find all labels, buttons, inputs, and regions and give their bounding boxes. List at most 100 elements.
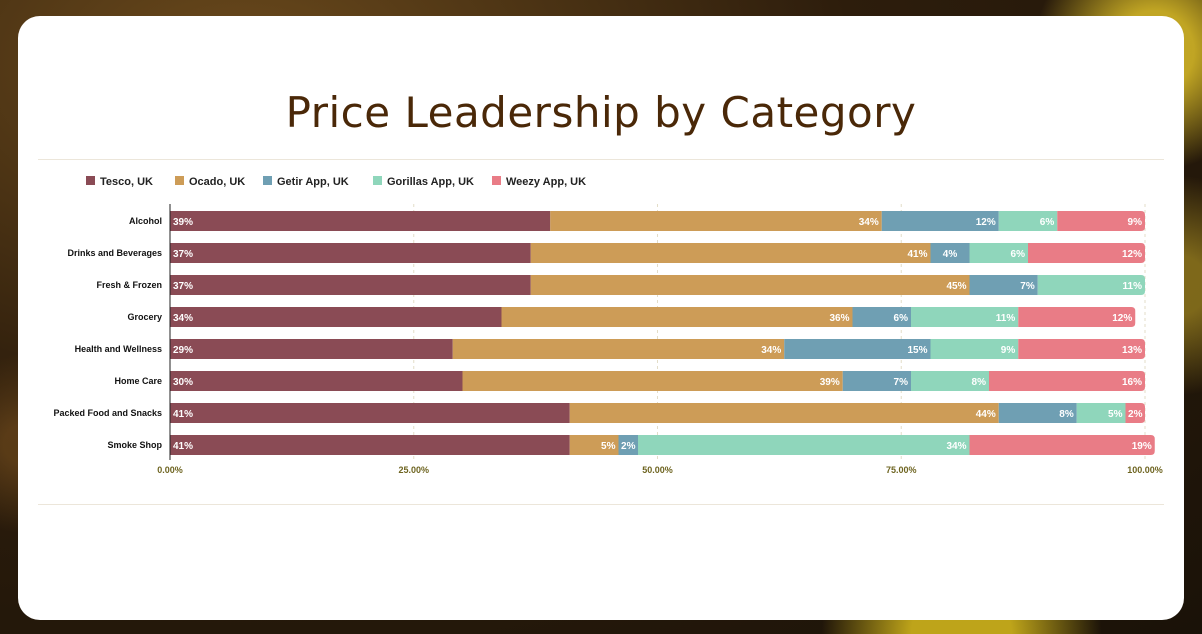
bar-segment-6-1 — [569, 403, 999, 423]
bar-segment-6-2 — [998, 403, 1077, 423]
legend-swatch-1 — [175, 176, 184, 185]
category-label-5: Home Care — [114, 376, 162, 386]
bar-segment-1-4 — [1028, 243, 1145, 263]
data-label-7-0: 41% — [173, 441, 193, 452]
category-label-1: Drinks and Beverages — [67, 248, 162, 258]
data-label-6-2: 8% — [1059, 409, 1074, 420]
bar-segment-2-3 — [1037, 275, 1145, 295]
bar-segment-3-1 — [501, 307, 853, 327]
data-label-3-0: 34% — [173, 313, 193, 324]
bar-segment-1-3 — [969, 243, 1028, 263]
bar-segment-0-1 — [550, 211, 882, 231]
legend-swatch-0 — [86, 176, 95, 185]
bar-segment-6-3 — [1076, 403, 1126, 423]
data-label-6-3: 5% — [1108, 409, 1123, 420]
bar-segment-7-3 — [638, 435, 970, 455]
data-label-6-4: 2% — [1128, 409, 1143, 420]
data-label-1-4: 12% — [1122, 249, 1142, 260]
data-label-0-3: 6% — [1040, 217, 1055, 228]
data-label-4-4: 13% — [1122, 345, 1142, 356]
x-tick-label-2: 50.00% — [642, 465, 673, 475]
bar-segment-4-4 — [1018, 339, 1145, 359]
legend-label-3: Gorillas App, UK — [387, 176, 474, 188]
data-label-1-3: 6% — [1011, 249, 1026, 260]
data-label-0-0: 39% — [173, 217, 193, 228]
category-label-7: Smoke Shop — [107, 440, 162, 450]
data-label-5-1: 39% — [820, 377, 840, 388]
data-label-3-4: 12% — [1112, 313, 1132, 324]
data-label-6-1: 44% — [976, 409, 996, 420]
legend-swatch-2 — [263, 176, 272, 185]
data-label-5-0: 30% — [173, 377, 193, 388]
data-label-1-2: 4% — [943, 249, 958, 260]
bar-segment-3-4 — [1018, 307, 1136, 327]
page-title: Price Leadership by Category — [285, 88, 917, 137]
data-label-5-2: 7% — [894, 377, 909, 388]
bar-segment-3-3 — [911, 307, 1019, 327]
bottom-divider — [38, 504, 1164, 505]
category-label-3: Grocery — [127, 312, 162, 322]
bar-segment-5-3 — [911, 371, 989, 391]
bar-segment-7-4 — [969, 435, 1155, 455]
bar-segment-7-0 — [170, 435, 570, 455]
bar-segment-1-0 — [170, 243, 531, 263]
data-label-0-2: 12% — [976, 217, 996, 228]
bar-segment-0-4 — [1057, 211, 1145, 231]
x-tick-label-0: 0.00% — [157, 465, 183, 475]
bar-segment-2-2 — [969, 275, 1038, 295]
bar-segment-2-1 — [530, 275, 970, 295]
data-label-4-0: 29% — [173, 345, 193, 356]
legend-swatch-4 — [492, 176, 501, 185]
data-label-7-2: 2% — [621, 441, 636, 452]
data-label-5-3: 8% — [972, 377, 987, 388]
bar-segment-7-1 — [569, 435, 619, 455]
x-tick-label-1: 25.00% — [398, 465, 429, 475]
bar-segment-7-2 — [618, 435, 638, 455]
data-label-1-0: 37% — [173, 249, 193, 260]
x-tick-label-4: 100.00% — [1127, 465, 1163, 475]
category-label-0: Alcohol — [129, 216, 162, 226]
legend-label-2: Getir App, UK — [277, 176, 349, 188]
data-label-7-4: 19% — [1132, 441, 1152, 452]
bar-segment-5-0 — [170, 371, 463, 391]
bar-segment-4-1 — [452, 339, 785, 359]
data-label-3-2: 6% — [894, 313, 909, 324]
bar-segment-0-0 — [170, 211, 551, 231]
data-label-2-1: 45% — [946, 281, 966, 292]
bar-segment-4-3 — [930, 339, 1019, 359]
data-label-2-0: 37% — [173, 281, 193, 292]
bar-segment-0-3 — [998, 211, 1058, 231]
data-label-7-1: 5% — [601, 441, 616, 452]
bar-segment-4-2 — [784, 339, 931, 359]
bar-segment-5-2 — [842, 371, 911, 391]
data-label-0-4: 9% — [1128, 217, 1143, 228]
data-label-3-1: 36% — [829, 313, 849, 324]
bar-segment-6-0 — [170, 403, 570, 423]
category-label-6: Packed Food and Snacks — [53, 408, 162, 418]
data-label-2-3: 11% — [1123, 281, 1143, 292]
top-divider — [38, 159, 1164, 160]
data-label-2-2: 7% — [1020, 281, 1035, 292]
legend-label-0: Tesco, UK — [100, 176, 153, 188]
data-label-4-2: 15% — [907, 345, 927, 356]
bar-segment-0-2 — [881, 211, 999, 231]
bar-segment-1-2 — [930, 243, 970, 263]
category-label-2: Fresh & Frozen — [96, 280, 162, 290]
bar-segment-1-1 — [530, 243, 931, 263]
legend-swatch-3 — [373, 176, 382, 185]
data-label-6-0: 41% — [173, 409, 193, 420]
bar-segment-6-4 — [1125, 403, 1145, 423]
data-label-4-3: 9% — [1001, 345, 1016, 356]
x-tick-label-3: 75.00% — [886, 465, 917, 475]
bar-segment-3-0 — [170, 307, 502, 327]
bar-segment-3-2 — [852, 307, 911, 327]
category-label-4: Health and Wellness — [75, 344, 162, 354]
bar-segment-5-1 — [462, 371, 843, 391]
data-label-3-3: 11% — [996, 313, 1016, 324]
data-label-1-1: 41% — [907, 249, 927, 260]
legend-label-1: Ocado, UK — [189, 176, 245, 188]
data-label-5-4: 16% — [1122, 377, 1142, 388]
data-label-0-1: 34% — [859, 217, 879, 228]
data-label-7-3: 34% — [946, 441, 966, 452]
